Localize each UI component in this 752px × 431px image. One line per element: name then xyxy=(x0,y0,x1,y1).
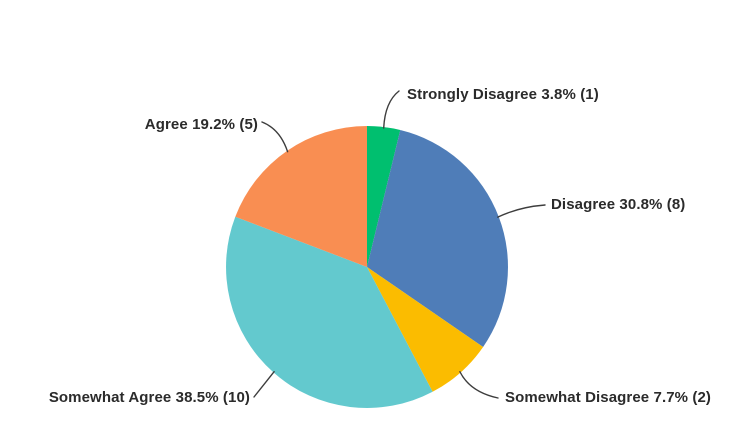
pie-slice-agree xyxy=(235,126,367,267)
pie-label-strongly-disagree: Strongly Disagree 3.8% (1) xyxy=(407,86,599,103)
pie-label-somewhat-disagree: Somewhat Disagree 7.7% (2) xyxy=(505,389,712,406)
pie-slice-strongly-disagree xyxy=(367,126,401,267)
leader-line-agree xyxy=(261,121,289,153)
pie-slice-somewhat-disagree xyxy=(367,267,484,392)
leader-line-somewhat-disagree xyxy=(459,371,499,399)
pie-slice-disagree xyxy=(367,130,508,347)
pie-slice-somewhat-agree xyxy=(226,216,433,408)
pie-label-somewhat-agree: Somewhat Agree 38.5% (10) xyxy=(48,389,250,406)
pie-slices xyxy=(226,126,508,408)
leader-line-somewhat-agree xyxy=(253,371,275,398)
leader-line-strongly-disagree xyxy=(383,90,400,129)
pie-label-agree: Agree 19.2% (5) xyxy=(144,116,258,133)
leader-lines xyxy=(253,90,546,399)
pie-label-disagree: Disagree 30.8% (8) xyxy=(551,196,686,213)
leader-line-disagree xyxy=(497,204,546,218)
